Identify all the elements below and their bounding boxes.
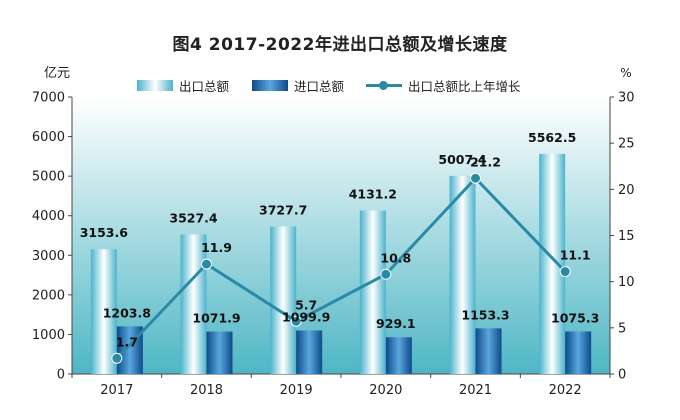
y-tick-right-label: 15 <box>618 229 635 244</box>
bar-export <box>359 210 386 374</box>
data-label-growth: 1.7 <box>116 334 138 349</box>
plot-background <box>72 97 610 374</box>
y-axis-right-label: % <box>620 66 631 80</box>
data-label-growth: 10.8 <box>380 250 411 265</box>
data-label-export: 3153.6 <box>80 225 129 240</box>
data-label-export: 3727.7 <box>259 202 307 217</box>
y-tick-left-label: 0 <box>57 368 65 383</box>
data-label-import: 1153.3 <box>461 307 509 322</box>
y-tick-right-label: 25 <box>618 137 635 152</box>
data-label-import: 1071.9 <box>192 311 240 326</box>
x-tick-label: 2021 <box>459 383 492 398</box>
growth-line <box>115 176 567 360</box>
legend-label-growth: 出口总额比上年增长 <box>408 79 521 94</box>
data-label-import: 1075.3 <box>551 310 599 325</box>
data-label-export: 4131.2 <box>349 187 397 202</box>
data-label-growth: 11.1 <box>560 248 591 263</box>
data-label-growth: 5.7 <box>295 297 317 312</box>
data-label-growth: 11.9 <box>201 240 232 255</box>
bar-export <box>180 234 207 374</box>
legend-label-import: 进口总额 <box>294 79 345 94</box>
y-tick-right-label: 10 <box>618 275 635 290</box>
growth-point <box>290 315 302 327</box>
y-tick-left-label: 2000 <box>32 288 65 303</box>
y-axis-left-label: 亿元 <box>44 66 70 81</box>
bar-export <box>270 226 297 374</box>
y-tick-right-label: 20 <box>618 183 635 198</box>
bar-import <box>206 331 233 374</box>
legend-item-export: 出口总额 <box>137 76 229 95</box>
y-tick-left-label: 1000 <box>32 328 65 343</box>
growth-point <box>559 266 571 278</box>
data-label-import: 1099.9 <box>282 309 330 324</box>
legend: 出口总额 进口总额 出口总额比上年增长 <box>0 76 680 96</box>
legend-label-export: 出口总额 <box>179 79 230 94</box>
y-tick-right-label: 0 <box>618 368 626 383</box>
legend-item-import: 进口总额 <box>252 76 344 95</box>
y-tick-left-label: 3000 <box>32 249 65 264</box>
data-label-export: 5007.4 <box>438 152 487 167</box>
x-tick-label: 2017 <box>100 383 133 398</box>
data-label-export: 5562.5 <box>528 130 576 145</box>
x-tick-label: 2018 <box>190 383 223 398</box>
growth-point <box>111 352 123 364</box>
chart-title: 图4 2017-2022年进出口总额及增长速度 <box>172 35 508 55</box>
growth-point <box>470 172 481 184</box>
y-tick-left-label: 6000 <box>32 130 65 145</box>
growth-point <box>380 268 392 280</box>
bar-import <box>385 337 412 374</box>
bar-import <box>475 328 502 374</box>
y-tick-left-label: 4000 <box>32 209 65 224</box>
y-tick-left-label: 7000 <box>32 91 65 106</box>
data-label-import: 929.1 <box>376 316 416 331</box>
growth-point <box>201 258 212 270</box>
bar-export <box>539 153 566 374</box>
data-label-growth: 21.2 <box>470 154 501 169</box>
x-tick-label: 2019 <box>280 383 313 398</box>
bar-import <box>296 330 323 374</box>
legend-item-growth: 出口总额比上年增长 <box>366 76 521 95</box>
x-tick-label: 2020 <box>369 383 402 398</box>
bar-export <box>90 249 117 374</box>
legend-swatch-import <box>252 80 288 91</box>
data-label-export: 3527.4 <box>169 210 218 225</box>
bar-import <box>565 331 592 374</box>
y-tick-right-label: 5 <box>618 321 626 336</box>
y-tick-left-label: 5000 <box>32 170 65 185</box>
bar-export <box>449 175 476 374</box>
x-tick-label: 2022 <box>549 383 582 398</box>
data-label-import: 1203.8 <box>103 305 151 320</box>
legend-swatch-export <box>137 80 173 91</box>
y-tick-right-label: 30 <box>618 91 635 106</box>
legend-swatch-growth <box>366 80 402 91</box>
